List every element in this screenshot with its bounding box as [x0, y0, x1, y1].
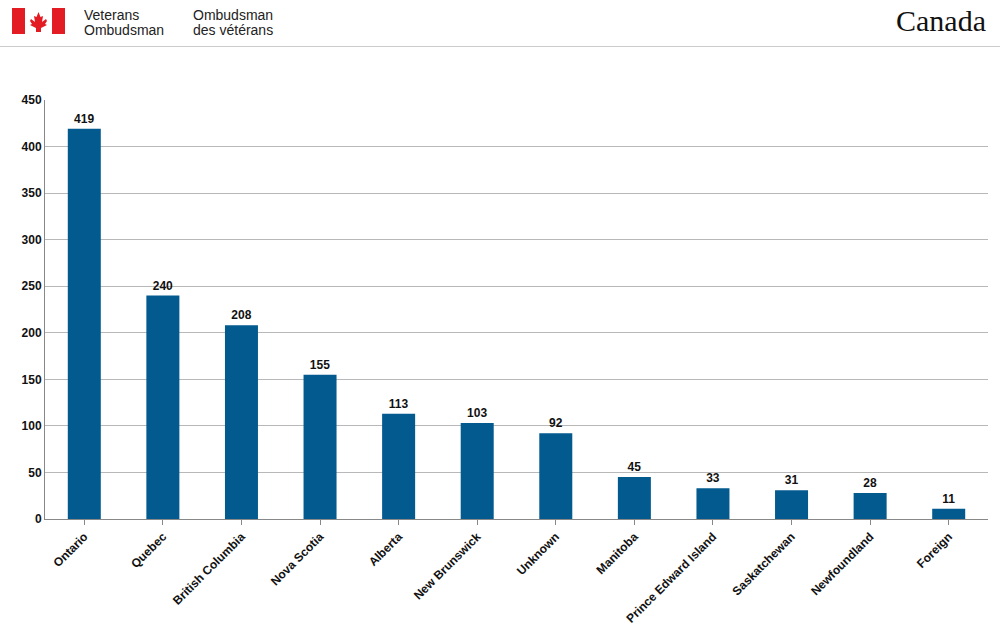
svg-text:300: 300 [22, 233, 42, 247]
svg-text:31: 31 [785, 473, 799, 487]
svg-text:28: 28 [863, 476, 877, 490]
svg-text:11: 11 [942, 492, 955, 506]
svg-text:350: 350 [22, 186, 42, 200]
svg-text:208: 208 [231, 308, 251, 322]
svg-text:Manitoba: Manitoba [594, 530, 641, 577]
svg-text:250: 250 [22, 279, 42, 293]
svg-text:Saskatchewan: Saskatchewan [730, 530, 798, 598]
svg-text:Newfoundland: Newfoundland [808, 530, 876, 598]
svg-text:Ontario: Ontario [51, 530, 91, 570]
svg-text:Prince Edward Island: Prince Edward Island [624, 530, 720, 626]
svg-text:103: 103 [467, 406, 487, 420]
html-text:Canada: Canada [896, 4, 986, 37]
svg-text:240: 240 [153, 279, 173, 293]
svg-text:150: 150 [22, 373, 42, 387]
svg-text:100: 100 [22, 419, 42, 433]
svg-text:400: 400 [22, 140, 42, 154]
svg-text:92: 92 [549, 416, 563, 430]
svg-text:200: 200 [22, 326, 42, 340]
svg-text:155: 155 [310, 358, 330, 372]
html-text:Veterans: Veterans [84, 7, 140, 23]
svg-text:45: 45 [628, 460, 642, 474]
svg-text:419: 419 [74, 112, 94, 126]
svg-text:Alberta: Alberta [366, 530, 405, 569]
svg-text:450: 450 [22, 93, 42, 107]
html-text:Ombudsman: Ombudsman [193, 7, 274, 23]
svg-text:Foreign: Foreign [914, 530, 955, 571]
html-text:des vétérans: des vétérans [193, 22, 274, 38]
html-text:Ombudsman: Ombudsman [84, 22, 165, 38]
svg-text:50: 50 [28, 466, 42, 480]
svg-text:British Columbia: British Columbia [170, 530, 248, 608]
svg-text:0: 0 [35, 512, 42, 526]
svg-text:33: 33 [706, 471, 720, 485]
svg-text:New Brunswick: New Brunswick [411, 530, 484, 603]
svg-text:113: 113 [389, 397, 409, 411]
svg-text:Quebec: Quebec [128, 530, 169, 571]
svg-text:Nova Scotia: Nova Scotia [268, 530, 327, 589]
svg-text:Unknown: Unknown [514, 530, 562, 578]
